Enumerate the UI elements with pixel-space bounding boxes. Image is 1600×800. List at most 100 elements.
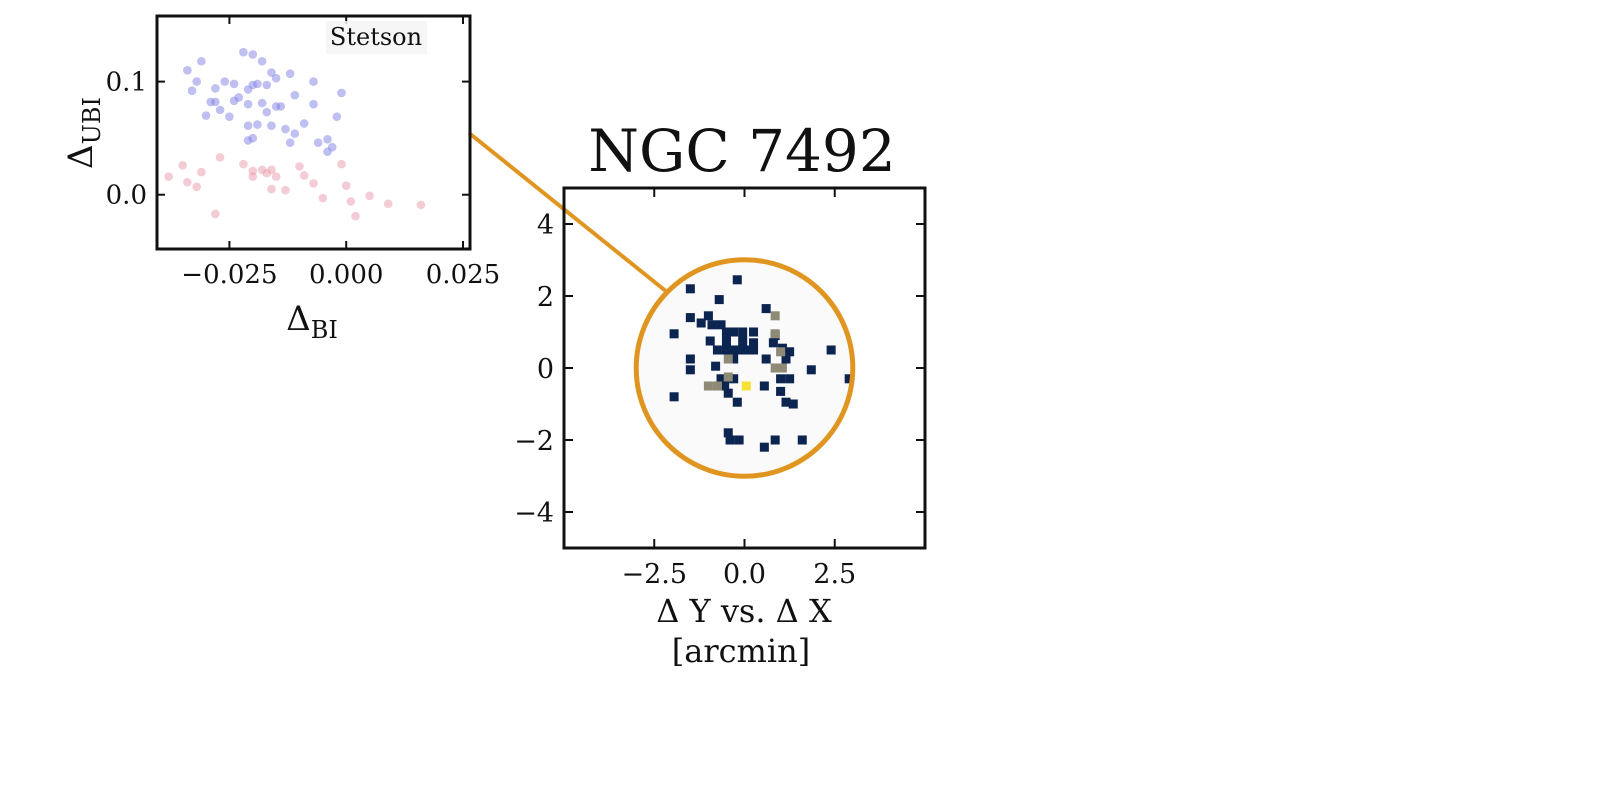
heatmap-bin-low bbox=[826, 345, 836, 355]
scatter-point-series-0 bbox=[225, 112, 234, 121]
inset-x-tick-label: 0.025 bbox=[426, 260, 500, 290]
scatter-point-series-0 bbox=[257, 98, 267, 108]
heatmap-bin-low bbox=[696, 318, 706, 328]
scatter-point-series-0 bbox=[183, 65, 192, 75]
scatter-point-series-0 bbox=[220, 77, 230, 86]
scatter-point-series-1 bbox=[416, 200, 426, 210]
heatmap-bin-low bbox=[749, 338, 759, 348]
heatmap-bin-low bbox=[705, 336, 715, 346]
main-frame bbox=[562, 186, 927, 550]
heatmap-bin-low bbox=[729, 354, 739, 364]
heatmap-bin-low bbox=[797, 435, 807, 445]
scatter-point-series-0 bbox=[271, 102, 281, 111]
heatmap-bin-low bbox=[806, 365, 816, 375]
heatmap-bin-low bbox=[685, 284, 695, 294]
scatter-point-series-1 bbox=[346, 197, 356, 206]
scatter-point-series-0 bbox=[187, 86, 197, 95]
scatter-point-series-0 bbox=[253, 79, 262, 89]
scatter-point-series-1 bbox=[183, 177, 192, 187]
scatter-point-series-0 bbox=[248, 50, 258, 59]
scatter-point-series-0 bbox=[243, 121, 253, 131]
heatmap-bin-low bbox=[776, 374, 786, 384]
inset-points bbox=[164, 47, 426, 221]
main-y-tick-label: −4 bbox=[514, 498, 554, 529]
heatmap-bin-mid bbox=[723, 354, 733, 364]
heatmap-bin-low bbox=[749, 345, 759, 355]
scatter-point-series-0 bbox=[323, 147, 332, 157]
field-circle bbox=[633, 257, 856, 479]
heatmap-bin-low bbox=[761, 354, 771, 364]
heatmap-bin-low bbox=[712, 345, 722, 355]
scatter-point-series-1 bbox=[295, 162, 304, 171]
heatmap-bin-low bbox=[739, 345, 750, 355]
scatter-point-series-0 bbox=[215, 105, 225, 115]
scatter-point-series-0 bbox=[267, 121, 276, 131]
main-y-tick-label: 0 bbox=[537, 354, 554, 385]
scatter-point-series-0 bbox=[253, 120, 262, 129]
main-y-tick-label: 4 bbox=[537, 210, 554, 241]
heatmap-bin-low bbox=[732, 397, 742, 407]
heatmap-bin-low bbox=[707, 320, 717, 330]
scatter-point-series-0 bbox=[257, 56, 267, 66]
heatmap-bin-mid bbox=[770, 329, 780, 339]
heatmap-bin-low bbox=[759, 442, 769, 452]
scatter-point-series-1 bbox=[351, 211, 360, 221]
scatter-point-series-0 bbox=[229, 96, 239, 106]
heatmap-bin-low bbox=[759, 381, 769, 391]
heatmap-bin-low bbox=[761, 304, 771, 314]
heatmap-bin-low bbox=[685, 354, 695, 364]
heatmap-bin-low bbox=[844, 374, 854, 384]
scatter-point-series-0 bbox=[243, 136, 253, 145]
scatter-point-series-1 bbox=[309, 179, 318, 188]
heatmap-bin-low bbox=[785, 347, 795, 357]
inset-y-tick-label: 0.1 bbox=[106, 68, 147, 98]
heatmap-bin-low bbox=[732, 275, 742, 285]
heatmap-bin-mid bbox=[703, 381, 713, 391]
scatter-point-series-1 bbox=[215, 153, 225, 162]
heatmap-bin-low bbox=[734, 435, 744, 445]
inset-x-tick-label: −0.025 bbox=[181, 260, 277, 290]
inset-x-tick-label: 0.000 bbox=[309, 260, 383, 290]
heatmap-bin-low bbox=[711, 361, 721, 371]
scatter-point-series-0 bbox=[299, 119, 309, 128]
heatmap-bin-low bbox=[714, 295, 724, 305]
scatter-point-series-0 bbox=[239, 47, 248, 57]
heatmap-bin-low bbox=[720, 381, 730, 391]
scatter-point-series-1 bbox=[318, 193, 328, 203]
scatter-point-series-0 bbox=[229, 79, 239, 89]
scatter-point-series-1 bbox=[192, 182, 202, 192]
main-heatmap-plot: NGC 7492 −2.5 0.0 2.5 −4 −2 0 2 4 Δ Y vs. Δ X [… bbox=[514, 117, 927, 670]
heatmap-bin-low bbox=[781, 397, 791, 407]
heatmap-bin-low bbox=[725, 435, 735, 445]
main-ticks: −2.5 0.0 2.5 −4 −2 0 2 4 bbox=[514, 188, 925, 590]
scatter-point-series-1 bbox=[281, 185, 290, 195]
heatmap-bin-mid bbox=[712, 381, 722, 391]
heatmap-bin-low bbox=[703, 311, 713, 321]
scatter-point-series-0 bbox=[211, 97, 220, 107]
heatmap-bin-low bbox=[729, 327, 739, 337]
scatter-point-series-0 bbox=[313, 138, 323, 147]
heatmap-bin-low bbox=[729, 374, 739, 384]
scatter-point-series-0 bbox=[262, 107, 272, 117]
heatmap-bin-low bbox=[738, 327, 748, 337]
heatmap-bin-low bbox=[738, 336, 748, 346]
main-bins bbox=[669, 275, 854, 452]
scatter-point-series-1 bbox=[248, 172, 258, 181]
heatmap-bin-low bbox=[721, 336, 731, 346]
heatmap-bin-low bbox=[768, 338, 778, 348]
scatter-point-series-1 bbox=[164, 172, 173, 181]
heatmap-bin-low bbox=[716, 374, 726, 384]
scatter-point-series-0 bbox=[323, 134, 332, 144]
scatter-point-series-0 bbox=[211, 84, 220, 93]
scatter-point-series-1 bbox=[341, 181, 351, 190]
scatter-point-series-1 bbox=[257, 165, 267, 175]
main-x-tick-label: 0.0 bbox=[723, 559, 766, 590]
heatmap-bin-mid bbox=[770, 311, 780, 321]
scatter-point-series-1 bbox=[383, 199, 393, 209]
callout-connector-line bbox=[467, 131, 669, 294]
inset-y-tick-label: 0.0 bbox=[106, 181, 147, 211]
heatmap-bin-mid bbox=[777, 363, 787, 373]
heatmap-bin-low bbox=[785, 374, 795, 384]
heatmap-bin-low bbox=[669, 329, 679, 339]
